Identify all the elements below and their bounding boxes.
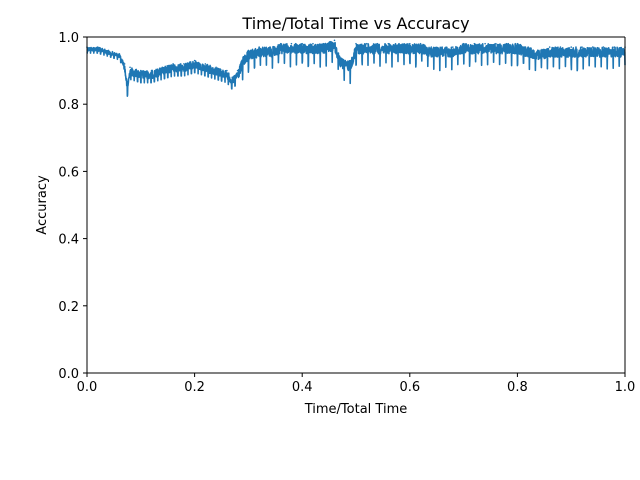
series-point <box>581 46 583 48</box>
series-point <box>559 46 562 48</box>
y-axis-label: Accuracy <box>35 175 50 235</box>
series-point <box>312 42 314 45</box>
series-point <box>247 49 250 52</box>
y-tick-label: 0.0 <box>58 367 79 382</box>
series-point <box>473 42 476 45</box>
y-tick-label: 1.0 <box>58 31 79 46</box>
series-point <box>183 63 185 65</box>
series-point <box>129 66 131 69</box>
series-point <box>505 42 508 45</box>
series-point <box>602 46 605 48</box>
series-point <box>226 69 228 72</box>
x-tick-label: 0.8 <box>507 380 528 395</box>
x-tick-label: 0.4 <box>292 380 313 395</box>
x-axis-ticks: 0.0 0.2 0.4 0.6 0.8 1.0 <box>77 373 636 395</box>
series-point <box>126 83 129 85</box>
x-tick-label: 0.0 <box>77 380 98 395</box>
series-point <box>495 42 497 45</box>
series-point <box>355 42 357 45</box>
series-point <box>548 46 551 48</box>
y-tick-label: 0.8 <box>58 98 79 113</box>
x-tick-label: 0.2 <box>184 380 205 395</box>
series-point <box>140 69 142 72</box>
series-point <box>613 46 616 48</box>
series-point <box>123 63 126 65</box>
series-point <box>409 42 411 45</box>
series-point <box>290 42 293 45</box>
plot-area-background <box>87 37 625 373</box>
series-point <box>430 46 433 48</box>
y-tick-label: 0.6 <box>58 165 79 180</box>
series-point <box>231 76 234 79</box>
series-point <box>484 42 486 45</box>
y-tick-label: 0.4 <box>58 233 79 248</box>
x-axis-label: Time/Total Time <box>304 402 408 417</box>
series-point <box>242 56 244 58</box>
series-point <box>398 42 400 45</box>
series-point <box>538 49 540 52</box>
series-point <box>419 42 422 45</box>
series-point <box>215 66 217 69</box>
series-point <box>96 46 99 48</box>
series-point <box>462 42 465 45</box>
series-point <box>258 46 260 48</box>
series-point <box>376 42 379 45</box>
y-axis-ticks: 0.0 0.2 0.4 0.6 0.8 1.0 <box>58 31 87 382</box>
axes-frame <box>86 36 626 374</box>
series-point <box>150 69 153 72</box>
series-point <box>107 49 110 52</box>
y-tick-label: 0.2 <box>58 300 79 315</box>
series-point <box>516 42 519 45</box>
series-point <box>344 59 347 62</box>
series-point <box>441 46 443 48</box>
series-point <box>118 53 121 55</box>
x-tick-label: 0.6 <box>399 380 420 395</box>
series-point <box>301 42 304 45</box>
series-point <box>365 42 368 45</box>
series-point <box>172 63 174 65</box>
series-point <box>339 56 341 58</box>
series-point <box>333 39 336 42</box>
series-point <box>527 46 529 48</box>
chart-title: Time/Total Time vs Accuracy <box>241 14 469 33</box>
series-point <box>387 42 390 45</box>
series-point <box>591 46 594 48</box>
series-layer <box>86 39 626 97</box>
series-point <box>322 42 325 45</box>
series-point <box>161 66 164 69</box>
series-point <box>349 59 352 62</box>
series-point <box>236 69 239 72</box>
x-tick-label: 1.0 <box>615 380 636 395</box>
series-point <box>570 46 572 48</box>
series-line <box>86 40 626 97</box>
series-point <box>279 42 282 45</box>
series-point <box>204 63 207 65</box>
series-point <box>193 59 196 62</box>
series-point <box>269 46 271 48</box>
series-point <box>452 46 454 48</box>
